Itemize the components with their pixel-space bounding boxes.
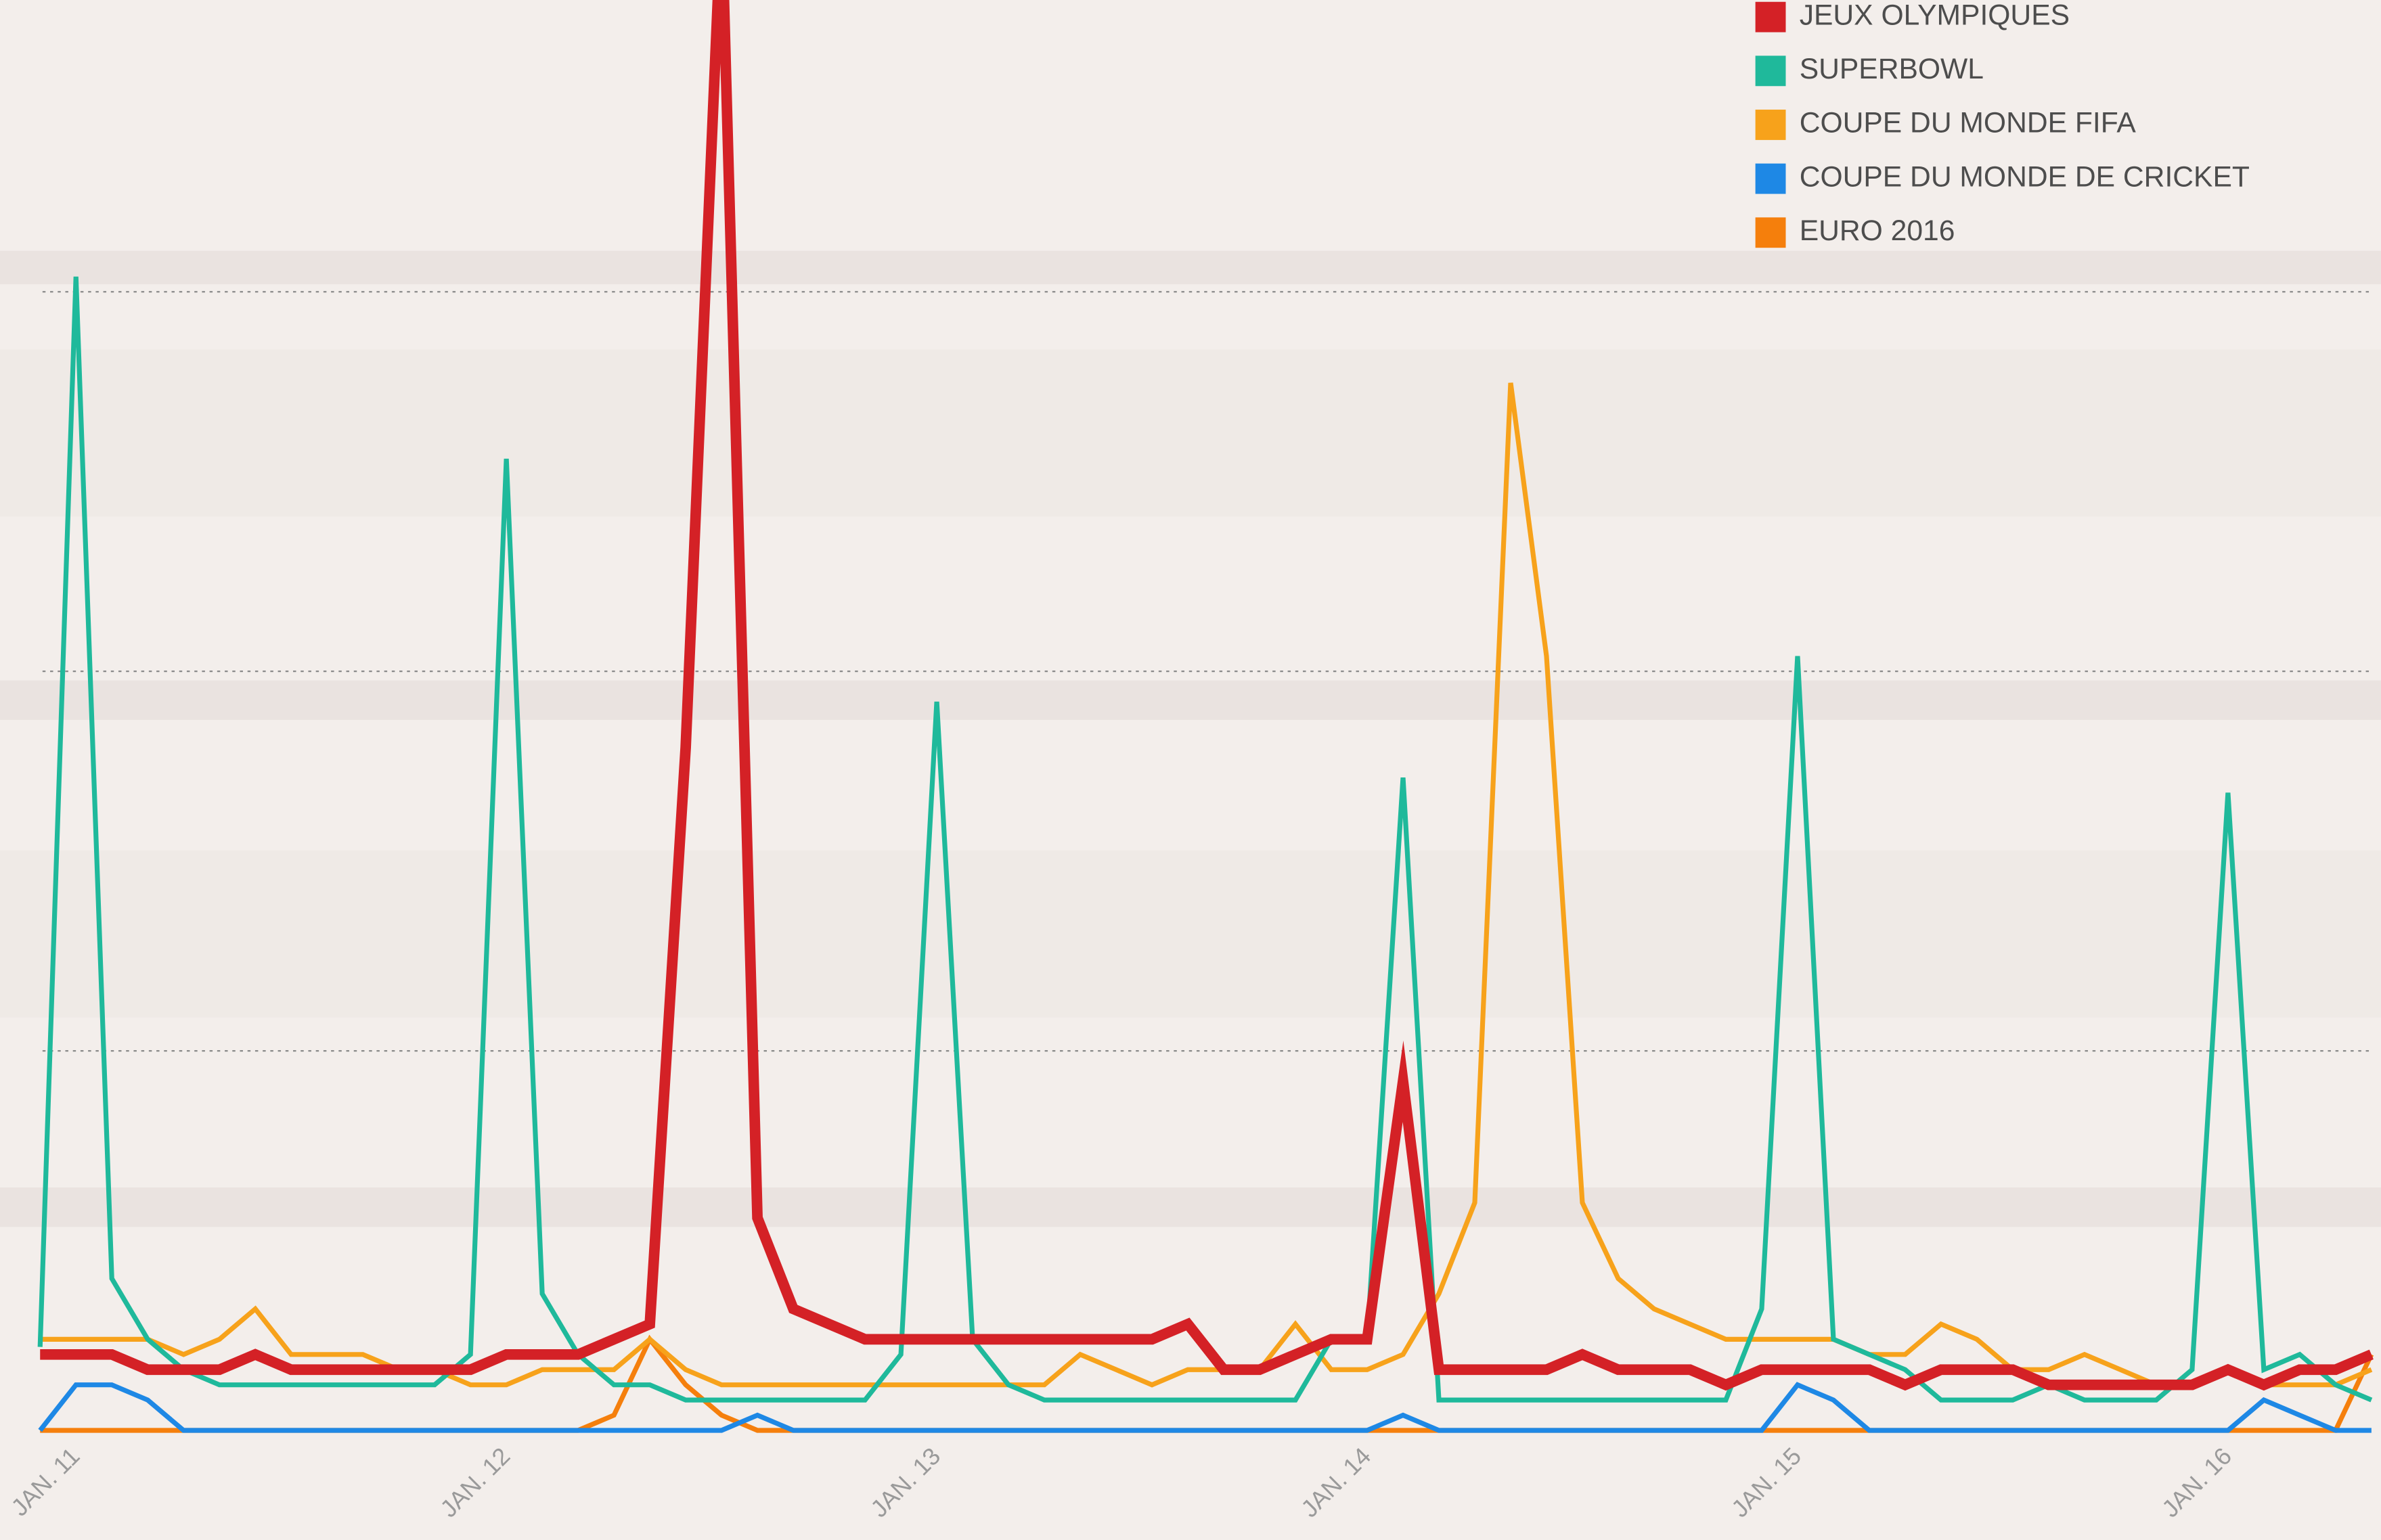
legend-label: EURO 2016 — [1800, 214, 1955, 247]
legend-label: JEUX OLYMPIQUES — [1800, 0, 2070, 31]
legend-swatch — [1756, 164, 1786, 194]
chart: JAN. 11JAN. 12JAN. 13JAN. 14JAN. 15JAN. … — [0, 0, 2381, 1540]
legend-swatch — [1756, 2, 1786, 32]
legend-swatch — [1756, 217, 1786, 248]
legend-label: COUPE DU MONDE FIFA — [1800, 107, 2137, 139]
legend-swatch — [1756, 110, 1786, 140]
page: {"chart_data": { "type": "line", "catego… — [0, 0, 2381, 1540]
legend-item: COUPE DU MONDE DE CRICKET — [1756, 160, 2250, 194]
legend-item: EURO 2016 — [1756, 214, 1955, 248]
legend-swatch — [1756, 55, 1786, 86]
legend-item: JEUX OLYMPIQUES — [1756, 0, 2070, 32]
legend-item: COUPE DU MONDE FIFA — [1756, 107, 2137, 140]
background — [0, 0, 2381, 1539]
legend-label: SUPERBOWL — [1800, 53, 1984, 85]
legend-label: COUPE DU MONDE DE CRICKET — [1800, 160, 2250, 193]
